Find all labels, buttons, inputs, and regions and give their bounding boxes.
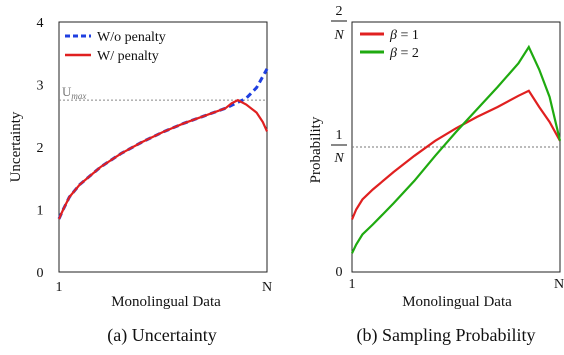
y-tick-a-0: 0 bbox=[37, 266, 44, 281]
legend-label-beta-2: β = 2 bbox=[389, 46, 419, 61]
y-frac-ticks-b: 1 N 2 N bbox=[331, 4, 347, 166]
y-ticks-a: 0 1 2 3 4 bbox=[37, 16, 44, 281]
y-tick-1-over-n-den: N bbox=[333, 151, 344, 166]
x-tick-n-a: N bbox=[262, 280, 272, 295]
series-line-beta-2 bbox=[351, 44, 562, 254]
x-axis-label-a: Monolingual Data bbox=[111, 294, 221, 310]
y-tick-a-2: 2 bbox=[37, 141, 44, 156]
series-line-w-penalty bbox=[57, 98, 269, 220]
y-tick-0-b: 0 bbox=[336, 265, 343, 280]
x-tick-n-b: N bbox=[554, 277, 564, 292]
y-tick-2-over-n-den: N bbox=[333, 28, 344, 43]
series-line-beta-1 bbox=[350, 89, 561, 220]
y-tick-a-3: 3 bbox=[37, 79, 44, 94]
panel-b: 1 N 2 N 0 1 N Monolingual Data Probabili… bbox=[308, 4, 564, 346]
y-tick-a-1: 1 bbox=[37, 204, 44, 219]
legend-label-w-penalty: W/ penalty bbox=[97, 49, 159, 64]
x-tick-1-a: 1 bbox=[56, 280, 63, 295]
y-axis-label-a: Uncertainty bbox=[8, 111, 24, 182]
plot-area-a bbox=[58, 21, 268, 273]
series-line-wo-penalty bbox=[57, 68, 269, 220]
legend-label-beta-1: β = 1 bbox=[389, 28, 419, 43]
umax-label: Umax bbox=[62, 84, 86, 101]
caption-b: (b) Sampling Probability bbox=[357, 325, 536, 346]
caption-a: (a) Uncertainty bbox=[107, 325, 216, 346]
x-tick-1-b: 1 bbox=[349, 277, 356, 292]
y-tick-1-over-n-num: 1 bbox=[336, 128, 343, 143]
legend-label-wo-penalty: W/o penalty bbox=[97, 30, 166, 45]
y-axis-label-b: Probability bbox=[308, 116, 324, 183]
x-axis-label-b: Monolingual Data bbox=[402, 294, 512, 310]
y-tick-2-over-n-num: 2 bbox=[336, 4, 343, 19]
y-tick-a-4: 4 bbox=[37, 16, 44, 31]
